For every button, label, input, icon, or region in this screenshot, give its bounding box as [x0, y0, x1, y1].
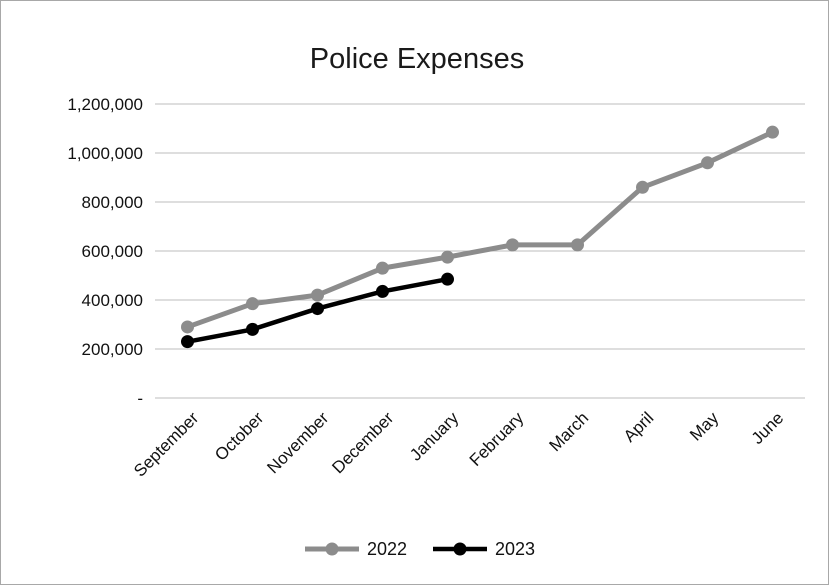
data-point — [766, 125, 779, 139]
series-lines — [181, 125, 779, 349]
data-point — [376, 261, 389, 275]
x-tick-label: September — [130, 408, 202, 480]
data-point — [701, 156, 714, 170]
x-tick-label: February — [466, 408, 528, 470]
data-point — [181, 320, 194, 334]
data-point — [181, 335, 194, 349]
x-tick-label: May — [686, 408, 722, 444]
x-tick-label: April — [620, 408, 657, 445]
data-point — [506, 238, 519, 252]
x-tick-label: January — [406, 408, 463, 465]
legend-item: 2023 — [433, 539, 535, 559]
data-point — [571, 238, 584, 252]
data-point — [376, 284, 389, 298]
data-point — [246, 322, 259, 336]
y-tick-label: - — [137, 389, 143, 408]
x-tick-label: June — [748, 408, 788, 448]
x-tick-label: November — [263, 408, 332, 477]
x-tick-label: December — [328, 408, 397, 477]
data-point — [636, 180, 649, 194]
data-point — [441, 250, 454, 264]
y-tick-label: 800,000 — [82, 193, 143, 212]
x-tick-label: October — [211, 408, 267, 464]
legend-swatch-marker — [325, 542, 339, 556]
y-tick-label: 1,200,000 — [67, 95, 143, 114]
legend-item: 2022 — [305, 539, 407, 559]
y-tick-label: 200,000 — [82, 340, 143, 359]
series-2023 — [181, 272, 454, 349]
y-tick-label: 600,000 — [82, 242, 143, 261]
data-point — [311, 288, 324, 302]
chart-title: Police Expenses — [310, 43, 524, 75]
data-point — [246, 297, 259, 311]
y-tick-label: 400,000 — [82, 291, 143, 310]
data-point — [311, 302, 324, 316]
data-point — [441, 272, 454, 286]
legend-swatch-marker — [453, 542, 467, 556]
y-axis-ticks: - 200,000 400,000 600,000 800,000 1,000,000 1,… — [67, 95, 143, 408]
series-2022 — [181, 125, 779, 334]
y-tick-label: 1,000,000 — [67, 144, 143, 163]
x-tick-label: March — [545, 408, 592, 455]
series-line — [186, 129, 774, 330]
legend-label: 2022 — [367, 539, 407, 559]
legend-label: 2023 — [495, 539, 535, 559]
legend: 2022 2023 — [305, 539, 535, 559]
